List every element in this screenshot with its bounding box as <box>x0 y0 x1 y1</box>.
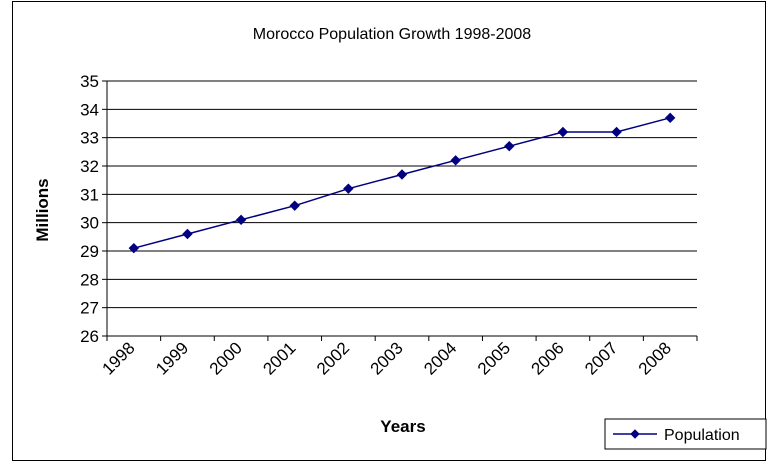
y-tick-label: 30 <box>80 214 99 233</box>
data-point <box>450 155 461 166</box>
data-point <box>343 183 354 194</box>
data-point <box>504 140 515 152</box>
x-tick-labels: 1998 1999 2000 2001 2002 2003 2004 2005 2006 2007… <box>98 338 675 378</box>
legend: Population <box>604 418 767 450</box>
x-tick-label: 2008 <box>635 338 675 378</box>
x-tick-label: 2003 <box>367 338 407 378</box>
x-tick-label: 2001 <box>259 338 299 378</box>
y-tick-label: 33 <box>80 129 99 148</box>
x-tick-label: 2007 <box>581 338 621 378</box>
data-point <box>396 169 408 180</box>
data-point <box>235 214 247 226</box>
y-tick-label: 34 <box>80 100 99 119</box>
y-tick-label: 32 <box>80 157 99 176</box>
x-tick-label: 2000 <box>206 338 246 378</box>
data-point <box>664 112 676 124</box>
legend-box <box>604 418 767 450</box>
y-tick-label: 26 <box>80 327 99 346</box>
data-point <box>128 242 140 254</box>
series-layer <box>128 112 676 254</box>
x-tick-label: 2005 <box>474 338 514 378</box>
x-tick-label: 2006 <box>528 338 568 378</box>
x-tick-label: 2004 <box>420 338 460 378</box>
y-tick-label: 29 <box>80 242 99 261</box>
x-tick-label: 2002 <box>313 338 353 378</box>
chart-frame <box>12 1 766 461</box>
grid-layer <box>107 80 697 309</box>
data-point <box>182 228 193 240</box>
data-point <box>289 200 300 211</box>
y-tick-label: 31 <box>80 185 99 204</box>
y-tick-label: 35 <box>80 72 99 91</box>
legend-marker <box>630 429 640 439</box>
y-tick-label: 27 <box>80 299 99 318</box>
y-axis-label: Millions <box>33 178 52 241</box>
chart-title: Morocco Population Growth 1998-2008 <box>253 26 531 43</box>
axes-layer <box>102 80 698 341</box>
data-point <box>557 126 569 138</box>
y-tick-labels: 26 27 28 29 30 31 32 33 34 35 <box>80 72 99 346</box>
data-point <box>611 126 622 138</box>
x-tick-label: 1998 <box>98 338 138 378</box>
x-tick-label: 1999 <box>152 338 192 378</box>
legend-label-population: Population <box>664 427 740 444</box>
x-axis-label: Years <box>380 417 425 436</box>
y-tick-label: 28 <box>80 270 99 289</box>
